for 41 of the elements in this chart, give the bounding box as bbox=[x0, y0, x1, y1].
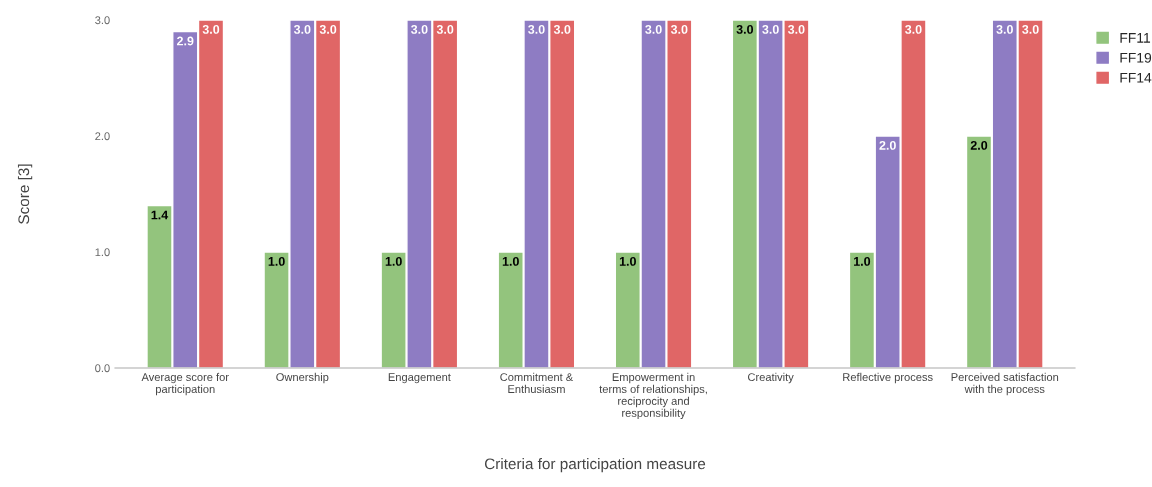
data-label: 3.0 bbox=[436, 24, 454, 34]
x-axis-title: Criteria for participation measure bbox=[484, 458, 706, 473]
x-tick-label: Empowerment in terms of relationships, reciprocity and responsibility bbox=[599, 372, 707, 420]
data-label: 3.0 bbox=[996, 24, 1013, 34]
legend-label: FF14 bbox=[1120, 73, 1152, 83]
data-label: 3.0 bbox=[1022, 24, 1039, 34]
y-tick-label: 2.0 bbox=[95, 132, 110, 141]
data-label: 1.0 bbox=[502, 256, 519, 266]
data-label: 1.4 bbox=[151, 210, 169, 220]
x-tick-label: Ownership bbox=[276, 372, 329, 384]
data-label: 3.0 bbox=[787, 24, 805, 34]
data-label: 3.0 bbox=[762, 24, 779, 34]
y-tick-label: 1.0 bbox=[95, 248, 110, 257]
y-tick-label: 3.0 bbox=[95, 16, 110, 25]
x-tick-label: Engagement bbox=[388, 373, 451, 384]
data-label: 3.0 bbox=[528, 24, 545, 34]
y-axis-title: Score [3] bbox=[17, 164, 33, 224]
x-tick-label: Commitment & Enthusiasm bbox=[500, 372, 574, 393]
data-label: 3.0 bbox=[905, 24, 922, 34]
data-label: 3.0 bbox=[202, 24, 220, 34]
x-tick-label: Perceived satisfaction with the process bbox=[951, 372, 1059, 396]
data-label: 3.0 bbox=[736, 24, 754, 34]
data-label: 3.0 bbox=[319, 24, 337, 34]
data-label: 1.0 bbox=[385, 256, 402, 266]
legend-label: FF19 bbox=[1120, 52, 1152, 63]
data-label: 1.0 bbox=[268, 256, 285, 266]
data-label: 3.0 bbox=[670, 24, 688, 34]
y-tick-label: 0.0 bbox=[95, 364, 110, 373]
data-label: 3.0 bbox=[553, 24, 571, 34]
data-label: 3.0 bbox=[410, 24, 428, 34]
data-label: 2.9 bbox=[176, 36, 194, 46]
x-tick-label: Creativity bbox=[748, 372, 794, 384]
data-label: 1.0 bbox=[619, 256, 636, 266]
data-label: 2.0 bbox=[970, 140, 988, 150]
x-tick-label: Reflective process bbox=[843, 372, 933, 384]
data-label: 1.0 bbox=[854, 256, 871, 266]
legend-label: FF11 bbox=[1120, 33, 1151, 43]
data-label: 3.0 bbox=[645, 24, 662, 34]
data-label: 2.0 bbox=[879, 140, 896, 150]
data-label: 3.0 bbox=[293, 24, 311, 34]
x-tick-label: Average score for participation bbox=[141, 372, 229, 396]
